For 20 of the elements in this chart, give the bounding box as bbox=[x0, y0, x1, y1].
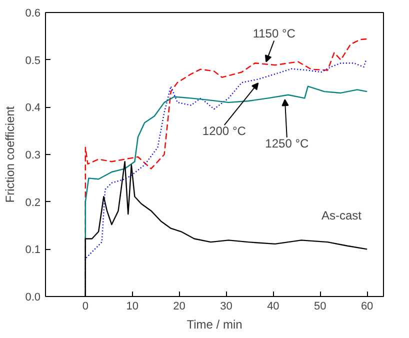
annotation: 1200 °C bbox=[202, 124, 246, 138]
x-tick-label: 30 bbox=[220, 300, 232, 312]
y-tick-label: 0.5 bbox=[25, 54, 41, 67]
x-tick-label: 20 bbox=[173, 300, 186, 312]
x-tick-label: 50 bbox=[314, 300, 326, 312]
y-tick-label: 0.3 bbox=[25, 150, 41, 162]
x-tick-label: 10 bbox=[126, 300, 138, 312]
y-tick-label: 0.1 bbox=[25, 244, 41, 256]
y-axis-title: Friction coefficient bbox=[3, 106, 18, 203]
y-tick-label: 0.4 bbox=[25, 102, 41, 114]
y-tick-label: 0.6 bbox=[25, 8, 41, 20]
annotation: 1150 °C bbox=[252, 26, 296, 41]
y-tick-label: 0.2 bbox=[25, 196, 41, 209]
x-axis-title: Time / min bbox=[186, 318, 242, 332]
y-tick-label: 0.0 bbox=[25, 292, 41, 304]
annotation: 1250 °C bbox=[265, 136, 309, 151]
x-tick-label: 0 bbox=[82, 300, 88, 312]
x-tick-label: 40 bbox=[267, 300, 280, 312]
annotation: As-cast bbox=[321, 208, 362, 222]
x-tick-label: 60 bbox=[360, 300, 374, 312]
